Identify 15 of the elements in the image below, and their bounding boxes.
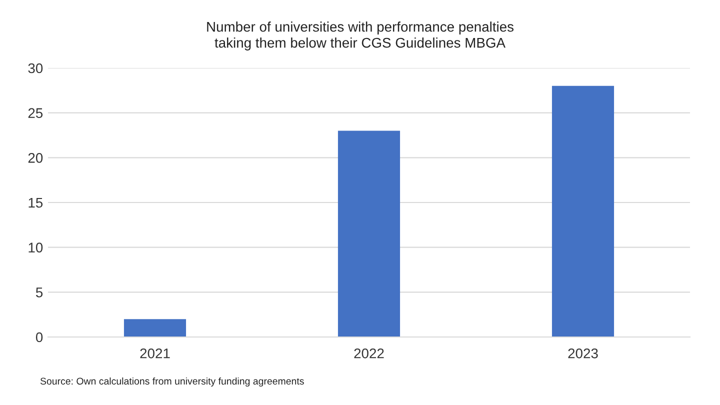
bar — [124, 319, 186, 337]
y-tick-label: 25 — [28, 108, 43, 118]
chart-title: Number of universities with performance penalties taking them below their CGS Guidelines MBGA — [207, 22, 514, 50]
x-tick-label: 2022 — [354, 348, 384, 358]
y-tick-label: 0 — [36, 332, 43, 342]
bar — [552, 86, 614, 337]
x-tick-label: 2021 — [140, 348, 170, 358]
y-tick-label: 20 — [28, 153, 43, 163]
y-tick-label: 30 — [28, 63, 43, 74]
y-tick-label: 10 — [28, 242, 43, 253]
bar — [338, 130, 400, 337]
x-tick-label: 2023 — [568, 348, 598, 358]
source-note: Source: Own calculations from university funding agreements — [40, 377, 304, 387]
y-tick-label: 5 — [36, 288, 43, 298]
y-tick-label: 15 — [28, 198, 43, 208]
